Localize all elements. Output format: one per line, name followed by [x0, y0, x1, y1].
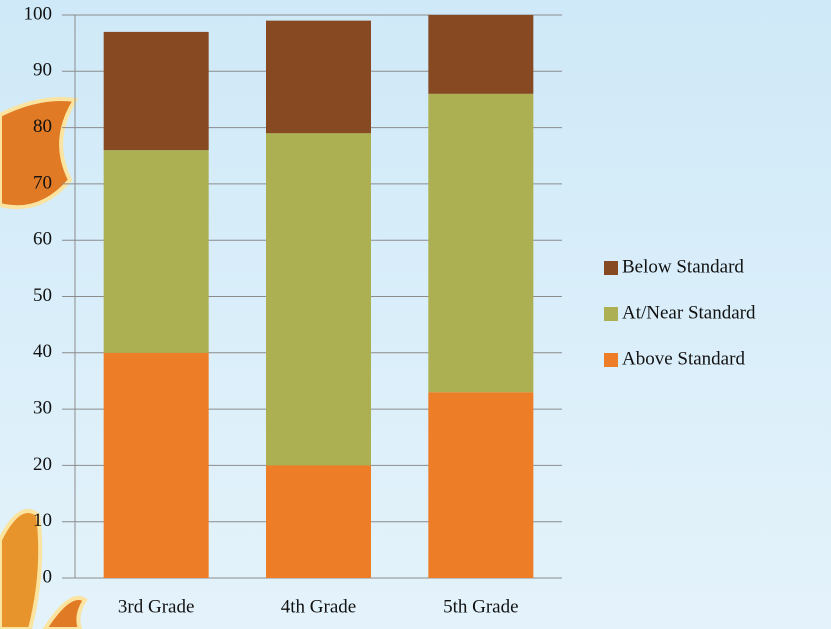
bar-segment: [266, 465, 371, 578]
y-tick-label: 40: [33, 341, 52, 362]
y-tick-label: 50: [33, 285, 52, 306]
y-tick-label: 60: [33, 229, 52, 250]
y-tick-label: 70: [33, 172, 52, 193]
legend-label: At/Near Standard: [622, 302, 756, 323]
legend-label: Below Standard: [622, 256, 744, 277]
bar-segment: [266, 133, 371, 466]
legend-label: Above Standard: [622, 348, 745, 369]
x-tick-label: 5th Grade: [443, 596, 518, 617]
bar-segment: [103, 31, 209, 151]
y-tick-label: 20: [33, 454, 52, 475]
legend-swatch: [604, 307, 618, 321]
x-tick-label: 4th Grade: [281, 596, 356, 617]
bar-segment: [428, 93, 534, 393]
bar-segment: [103, 352, 209, 578]
leaf-decoration: [0, 97, 79, 210]
leaf-decoration: [0, 508, 43, 629]
bar-segment: [428, 15, 534, 94]
y-tick-label: 100: [24, 3, 53, 24]
y-tick-label: 90: [33, 60, 52, 81]
x-tick-label: 3rd Grade: [118, 596, 195, 617]
legend-swatch: [604, 261, 618, 275]
leaf-decoration: [42, 596, 88, 629]
y-tick-label: 10: [33, 510, 52, 531]
y-tick-label: 0: [43, 566, 53, 587]
legend-swatch: [604, 353, 618, 367]
y-tick-label: 80: [33, 116, 52, 137]
y-tick-label: 30: [33, 397, 52, 418]
bar-segment: [266, 20, 371, 134]
bar-segment: [103, 150, 209, 353]
bar-segment: [428, 392, 534, 578]
